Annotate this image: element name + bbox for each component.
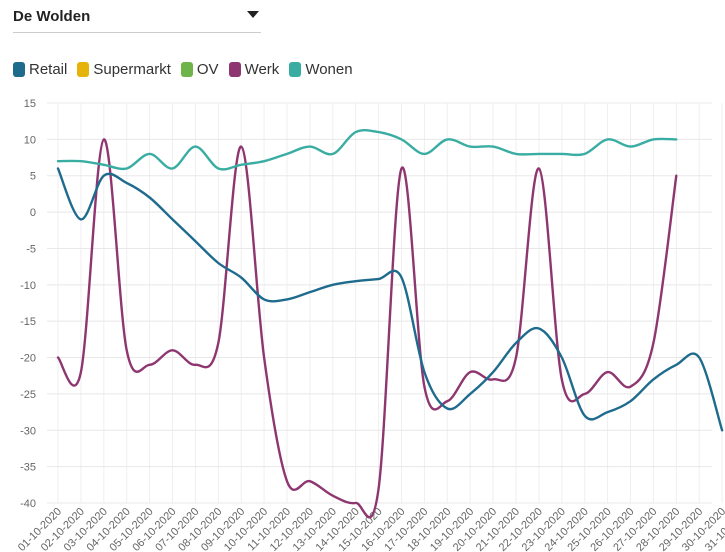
y-tick-label: -5 [26,243,36,255]
legend-swatch-wonen [289,62,302,77]
legend-swatch-retail [13,62,25,77]
y-tick-label: -10 [20,280,36,292]
series-line-wonen [56,129,678,171]
legend-swatch-ov [180,62,193,77]
chart-legend: Retail Supermarkt OV Werk Wonen [13,61,363,78]
region-selector-value: De Wolden [13,8,91,25]
legend-label-wonen: Wonen [305,61,353,78]
legend-label-supermarkt: Supermarkt [93,61,171,78]
y-tick-label: 5 [30,171,36,183]
y-tick-label: -35 [20,462,36,474]
series-line-werk [56,138,678,519]
legend-label-ov: OV [196,61,219,78]
caret-down-icon [247,11,259,18]
y-tick-label: 15 [24,98,36,110]
y-tick-label: -40 [20,498,36,510]
region-selector[interactable]: De Wolden [13,2,261,33]
y-tick-label: -30 [20,425,36,437]
legend-item-retail[interactable]: Retail [13,61,67,78]
y-tick-label: 0 [30,207,36,219]
series-line-retail [56,167,724,432]
legend-label-werk: Werk [244,61,280,78]
y-tick-label: -15 [20,316,36,328]
legend-item-wonen[interactable]: Wonen [289,61,353,78]
legend-item-supermarkt[interactable]: Supermarkt [77,61,171,78]
legend-swatch-supermarkt [77,62,90,77]
legend-swatch-werk [228,62,241,77]
y-tick-label: -20 [20,353,36,365]
y-tick-label: 10 [24,134,36,146]
legend-label-retail: Retail [29,61,68,78]
legend-item-werk[interactable]: Werk [228,61,280,78]
y-tick-label: -25 [20,389,36,401]
legend-item-ov[interactable]: OV [180,61,219,78]
